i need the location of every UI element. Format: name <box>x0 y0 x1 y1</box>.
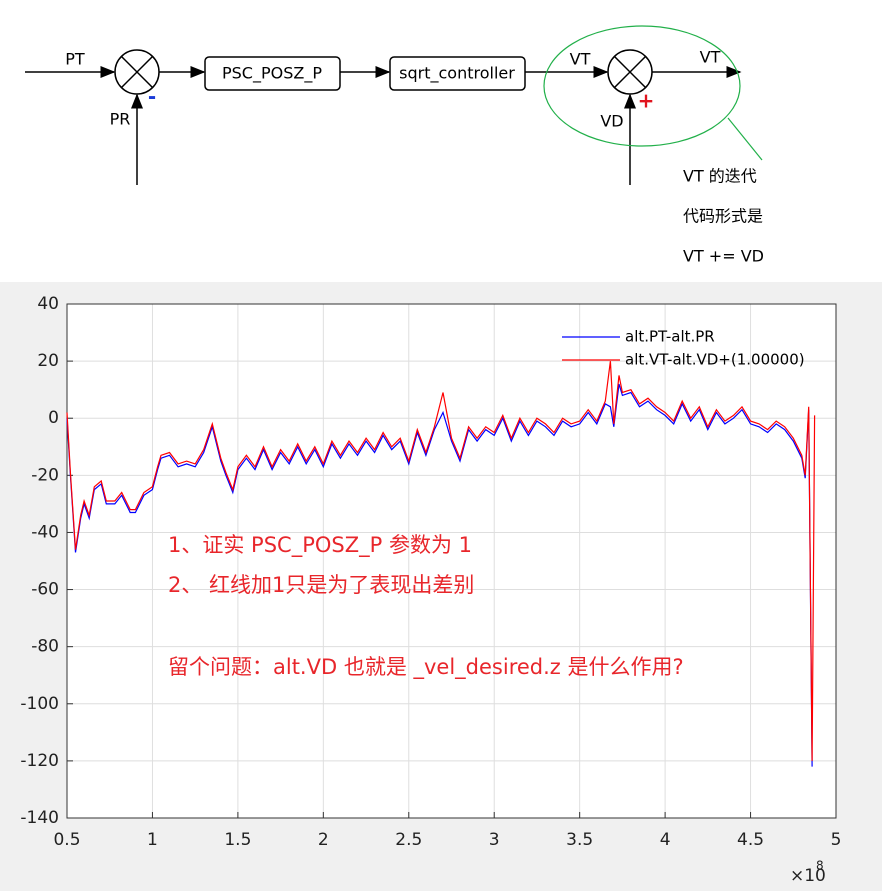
y-tick-label: -140 <box>20 808 59 828</box>
legend-label: alt.PT-alt.PR <box>625 328 715 346</box>
block <box>389 56 526 91</box>
x-tick-label: 3 <box>489 830 500 850</box>
leader <box>727 117 763 161</box>
annotation: 留个问题：alt.VD 也就是 _vel_desired.z 是什么作用? <box>168 655 684 680</box>
x-tick-label: 2.5 <box>395 830 422 850</box>
label: PR <box>110 110 131 129</box>
legend-label: alt.VT-alt.VD+(1.00000) <box>625 351 805 369</box>
y-tick-label: -80 <box>31 637 59 657</box>
sum-cross <box>613 55 647 89</box>
x-tick-label: 3.5 <box>566 830 593 850</box>
annotation: 2、 红线加1只是为了表现出差别 <box>168 573 474 597</box>
label: VD <box>600 112 623 131</box>
y-tick-label: -120 <box>20 751 59 771</box>
note: VT 的迭代 <box>683 167 757 186</box>
series-line <box>66 361 816 761</box>
x-tick-label: 0.5 <box>53 830 80 850</box>
x-tick-label: 5 <box>831 830 842 850</box>
x-tick-label: 1.5 <box>224 830 251 850</box>
sign: - <box>148 85 156 109</box>
chart: -140 -120 -100 -80 -60 -40 -20 0 20 40 0.5 1 1.5 2 2.5… <box>20 294 841 886</box>
block-label: PSC_POSZ_P <box>222 64 322 84</box>
y-tick-label: 40 <box>37 294 59 314</box>
axis-exponent-power: 8 <box>816 859 824 873</box>
y-tick-label: -60 <box>31 580 59 600</box>
sign: + <box>638 89 655 113</box>
diagram: PT PR - PSC_POSZ_P sqrt_controller VT VT… <box>25 25 764 266</box>
sum-cross <box>120 55 154 89</box>
highlight <box>543 25 741 147</box>
block <box>204 56 341 91</box>
label: PT <box>65 50 85 69</box>
plot-frame <box>66 303 837 819</box>
y-tick-label: -20 <box>31 465 59 485</box>
x-tick-label: 4.5 <box>737 830 764 850</box>
x-tick-label: 4 <box>660 830 671 850</box>
x-tick-label: 1 <box>147 830 158 850</box>
axis-exponent: ×10 <box>790 866 826 886</box>
y-tick-label: -40 <box>31 522 59 542</box>
label: VT <box>700 48 721 67</box>
plot-area <box>67 304 836 818</box>
y-tick-label: -100 <box>20 694 59 714</box>
annotation: 1、证实 PSC_POSZ_P 参数为 1 <box>168 533 472 558</box>
block-label: sqrt_controller <box>399 64 515 84</box>
note: VT += VD <box>683 247 764 266</box>
series-line <box>66 383 813 767</box>
y-tick-label: 20 <box>37 351 59 371</box>
y-tick-label: 0 <box>48 408 59 428</box>
x-tick-label: 2 <box>318 830 329 850</box>
label: VT <box>570 50 591 69</box>
note: 代码形式是 <box>683 207 763 226</box>
